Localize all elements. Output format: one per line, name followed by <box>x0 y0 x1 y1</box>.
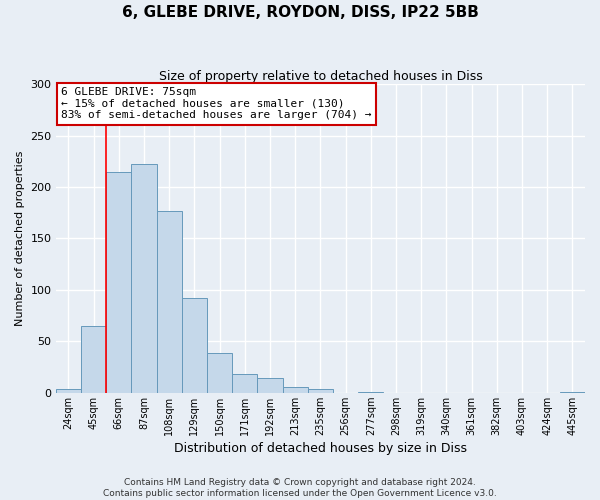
Text: Contains HM Land Registry data © Crown copyright and database right 2024.
Contai: Contains HM Land Registry data © Crown c… <box>103 478 497 498</box>
Title: Size of property relative to detached houses in Diss: Size of property relative to detached ho… <box>158 70 482 83</box>
Text: 6, GLEBE DRIVE, ROYDON, DISS, IP22 5BB: 6, GLEBE DRIVE, ROYDON, DISS, IP22 5BB <box>122 5 478 20</box>
Bar <box>106 172 131 393</box>
Bar <box>232 374 257 393</box>
Bar <box>56 388 81 393</box>
Bar <box>283 386 308 393</box>
Bar <box>182 298 207 393</box>
Bar <box>157 210 182 393</box>
Bar <box>257 378 283 393</box>
Bar <box>308 388 333 393</box>
Bar <box>131 164 157 393</box>
Bar <box>81 326 106 393</box>
Bar <box>560 392 585 393</box>
Bar <box>207 352 232 393</box>
Y-axis label: Number of detached properties: Number of detached properties <box>15 151 25 326</box>
X-axis label: Distribution of detached houses by size in Diss: Distribution of detached houses by size … <box>174 442 467 455</box>
Text: 6 GLEBE DRIVE: 75sqm
← 15% of detached houses are smaller (130)
83% of semi-deta: 6 GLEBE DRIVE: 75sqm ← 15% of detached h… <box>61 88 371 120</box>
Bar <box>358 392 383 393</box>
